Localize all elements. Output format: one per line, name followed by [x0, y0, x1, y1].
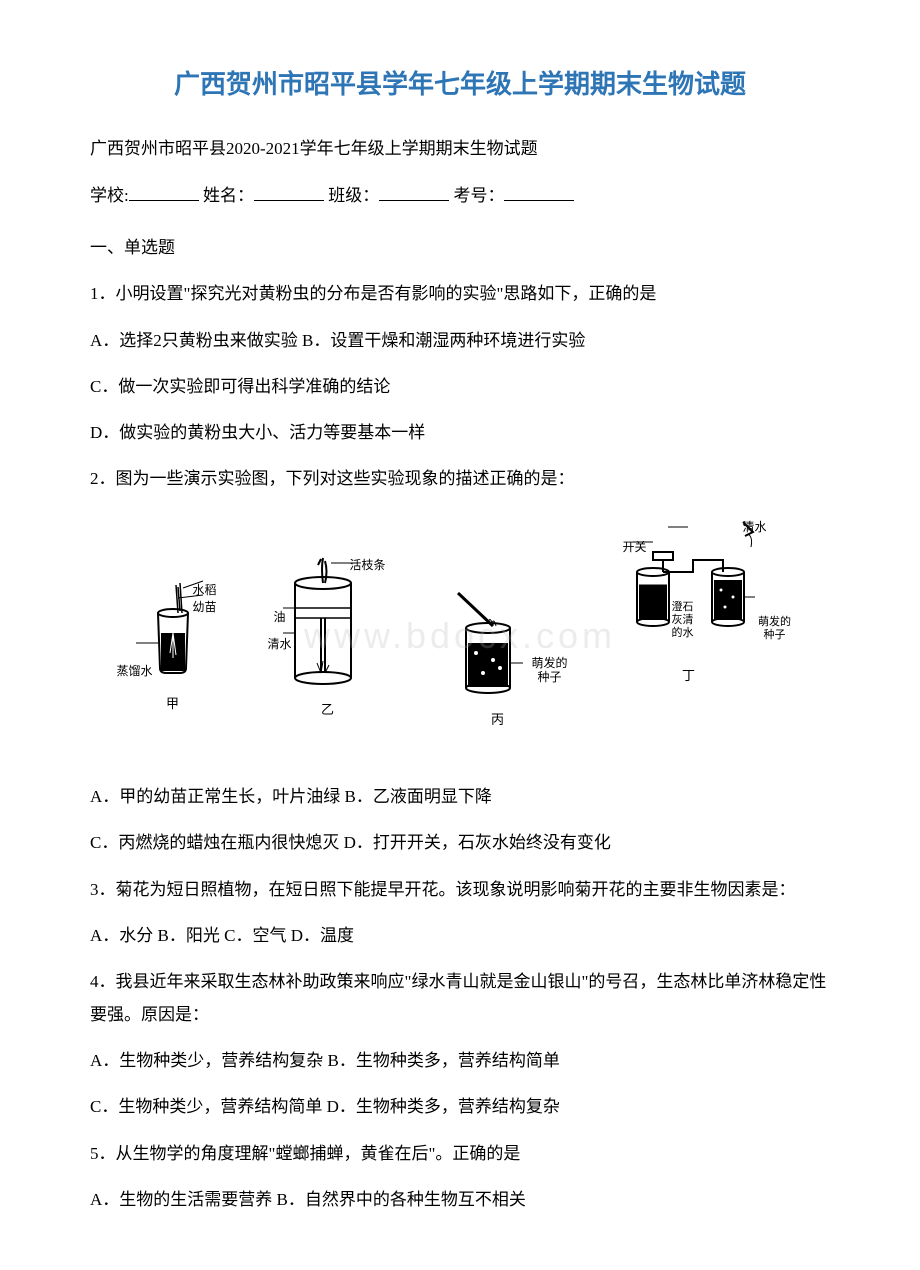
yi-caption: 乙: [321, 698, 334, 723]
ding-label-4: 灰清: [672, 614, 694, 627]
beaker-bing-icon: [438, 588, 558, 708]
ding-label-7: 种子: [764, 629, 786, 642]
bing-label-2: 种子: [537, 670, 561, 684]
bing-caption: 丙: [491, 708, 504, 733]
question-2-stem: 2．图为一些演示实验图，下列对这些实验现象的描述正确的是：: [90, 463, 830, 495]
ding-label-5: 的水: [672, 627, 694, 640]
ding-label-1: 清水: [742, 520, 766, 534]
subfigure-jia: 水稻 幼苗 蒸馏水 甲: [128, 573, 218, 761]
ding-label-3: 澄石: [672, 601, 694, 614]
subtitle: 广西贺州市昭平县2020-2021学年七年级上学期期末生物试题: [90, 133, 830, 165]
bing-label-1: 萌发的: [531, 656, 567, 670]
school-label: 学校:: [90, 186, 129, 205]
yi-label-2: 油: [273, 610, 285, 624]
jia-label-2: 幼苗: [192, 600, 216, 614]
yi-label-1: 活枝条: [349, 558, 385, 572]
question-3-options: A．水分 B．阳光 C．空气 D．温度: [90, 920, 830, 952]
number-label: 考号：: [453, 186, 504, 205]
section-heading: 一、单选题: [90, 232, 830, 264]
question-5-stem: 5．从生物学的角度理解"螳螂捕蝉，黄雀在后"。正确的是: [90, 1138, 830, 1170]
question-1-option-c: C．做一次实验即可得出科学准确的结论: [90, 371, 830, 403]
question-2-option-ab: A．甲的幼苗正常生长，叶片油绿 B．乙液面明显下降: [90, 781, 830, 813]
jia-caption: 甲: [166, 692, 179, 717]
school-blank: [129, 180, 199, 200]
subfigure-yi: 活枝条 油 清水 乙: [273, 553, 383, 761]
class-label: 班级：: [328, 186, 379, 205]
question-1-option-d: D．做实验的黄粉虫大小、活力等要基本一样: [90, 417, 830, 449]
yi-label-3: 清水: [267, 637, 291, 651]
jia-label-1: 水稻: [192, 583, 216, 597]
question-2-option-cd: C．丙燃烧的蜡烛在瓶内很快熄灭 D．打开开关，石灰水始终没有变化: [90, 827, 830, 859]
question-4-option-ab: A．生物种类少，营养结构复杂 B．生物种类多，营养结构简单: [90, 1045, 830, 1077]
number-blank: [504, 180, 574, 200]
class-blank: [379, 180, 449, 200]
question-4-stem: 4．我县近年来采取生态林补助政策来响应"绿水青山就是金山银山"的号召，生态林比单…: [90, 966, 830, 1031]
ding-label-2: 开关: [622, 540, 646, 554]
question-1-option-ab: A．选择2只黄粉虫来做实验 B．设置干燥和潮湿两种环境进行实验: [90, 325, 830, 357]
document-title: 广西贺州市昭平县学年七年级上学期期末生物试题: [90, 60, 830, 109]
experiment-figure: www.bdocx.com 水稻 幼苗 蒸馏水 甲: [90, 512, 830, 761]
beaker-yi-icon: [273, 553, 383, 693]
subfigure-bing: 萌发的 种子 丙: [438, 588, 558, 761]
question-4-option-cd: C．生物种类少，营养结构简单 D．生物种类多，营养结构复杂: [90, 1091, 830, 1123]
question-5-option-ab: A．生物的生活需要营养 B．自然界中的各种生物互不相关: [90, 1184, 830, 1216]
name-label: 姓名：: [203, 186, 254, 205]
ding-caption: 丁: [682, 664, 695, 689]
ding-label-6: 萌发的: [758, 616, 791, 629]
form-line: 学校: 姓名： 班级： 考号：: [90, 180, 830, 212]
question-3-stem: 3．菊花为短日照植物，在短日照下能提早开花。该现象说明影响菊开花的主要非生物因素…: [90, 874, 830, 906]
name-blank: [254, 180, 324, 200]
subfigure-ding: 清水 开关 澄石 灰清 的水 萌发的 种子 丁: [613, 512, 793, 761]
jia-label-3: 蒸馏水: [116, 664, 152, 678]
question-1-stem: 1．小明设置"探究光对黄粉虫的分布是否有影响的实验"思路如下，正确的是: [90, 278, 830, 310]
